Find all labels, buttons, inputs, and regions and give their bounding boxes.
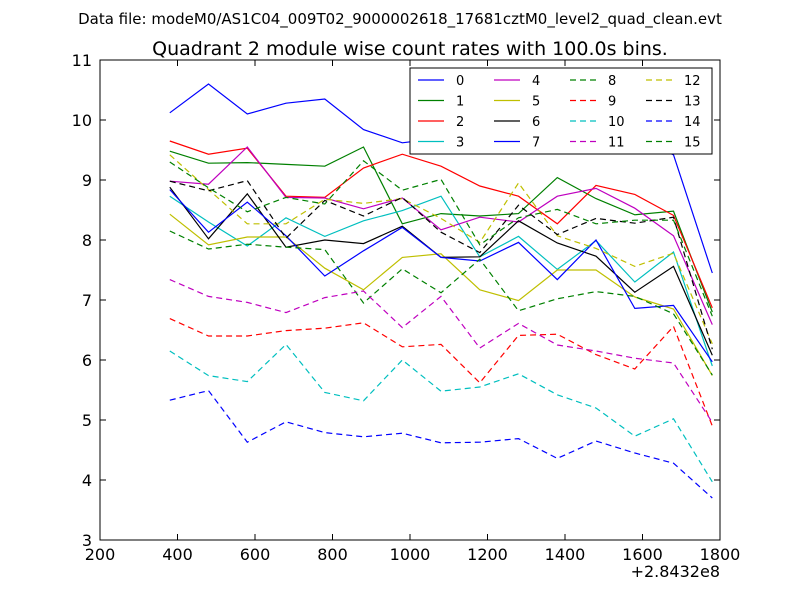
legend-label-3: 3 — [456, 136, 464, 151]
series-line-5 — [169, 213, 713, 376]
legend-label-4: 4 — [532, 74, 540, 89]
legend-label-15: 15 — [684, 136, 701, 151]
series-line-9 — [169, 318, 713, 427]
legend-label-14: 14 — [684, 115, 701, 130]
x-tick-label: 1800 — [700, 545, 741, 564]
x-offset-text: +2.8432e8 — [631, 562, 720, 581]
y-tick-label: 6 — [82, 351, 92, 370]
x-tick-label: 600 — [240, 545, 271, 564]
x-tick-label: 1600 — [622, 545, 663, 564]
y-tick-label: 5 — [82, 411, 92, 430]
axes: 200 400 600 800 1000 1200 1400 1600 1800 3 4 5 6 7 8 9 1… — [72, 51, 741, 564]
y-tick-label: 8 — [82, 231, 92, 250]
y-tick-label: 4 — [82, 471, 92, 490]
legend-label-9: 9 — [608, 95, 616, 110]
series-line-12 — [169, 154, 713, 345]
legend-label-7: 7 — [532, 136, 540, 151]
legend-label-10: 10 — [608, 115, 625, 130]
y-tick-label: 10 — [72, 111, 92, 130]
chart-title: Quadrant 2 module wise count rates with … — [152, 38, 668, 60]
x-tick-label: 1200 — [467, 545, 508, 564]
series-line-7 — [169, 189, 713, 363]
series-line-15 — [169, 159, 713, 317]
legend-label-8: 8 — [608, 74, 616, 89]
series-line-13 — [169, 179, 713, 350]
legend-label-13: 13 — [684, 95, 701, 110]
legend-box — [409, 67, 713, 155]
legend-label-11: 11 — [608, 136, 625, 151]
y-tick-label: 7 — [82, 291, 92, 310]
y-tick-label: 3 — [82, 531, 92, 550]
plot-area — [169, 83, 713, 499]
x-tick-label: 1000 — [390, 545, 431, 564]
legend-label-6: 6 — [532, 115, 540, 130]
legend-label-0: 0 — [456, 74, 464, 89]
x-tick-label: 200 — [85, 545, 116, 564]
x-tick-label: 800 — [317, 545, 348, 564]
data-file-header: Data file: modeM0/AS1C04_009T02_90000026… — [78, 10, 722, 29]
legend-label-5: 5 — [532, 95, 540, 110]
x-tick-label: 400 — [162, 545, 193, 564]
series-line-6 — [169, 186, 713, 356]
legend-label-2: 2 — [456, 115, 464, 130]
y-tick-label: 9 — [82, 171, 92, 190]
legend-label-12: 12 — [684, 74, 701, 89]
series-line-4 — [169, 146, 713, 325]
series-line-8 — [169, 230, 713, 376]
x-tick-label: 1400 — [545, 545, 586, 564]
series-line-11 — [169, 279, 713, 423]
y-tick-label: 11 — [72, 51, 92, 70]
series-line-10 — [169, 343, 713, 483]
legend-label-1: 1 — [456, 95, 464, 110]
series-line-14 — [169, 389, 713, 499]
series-line-3 — [169, 195, 713, 367]
series-line-2 — [169, 140, 713, 309]
